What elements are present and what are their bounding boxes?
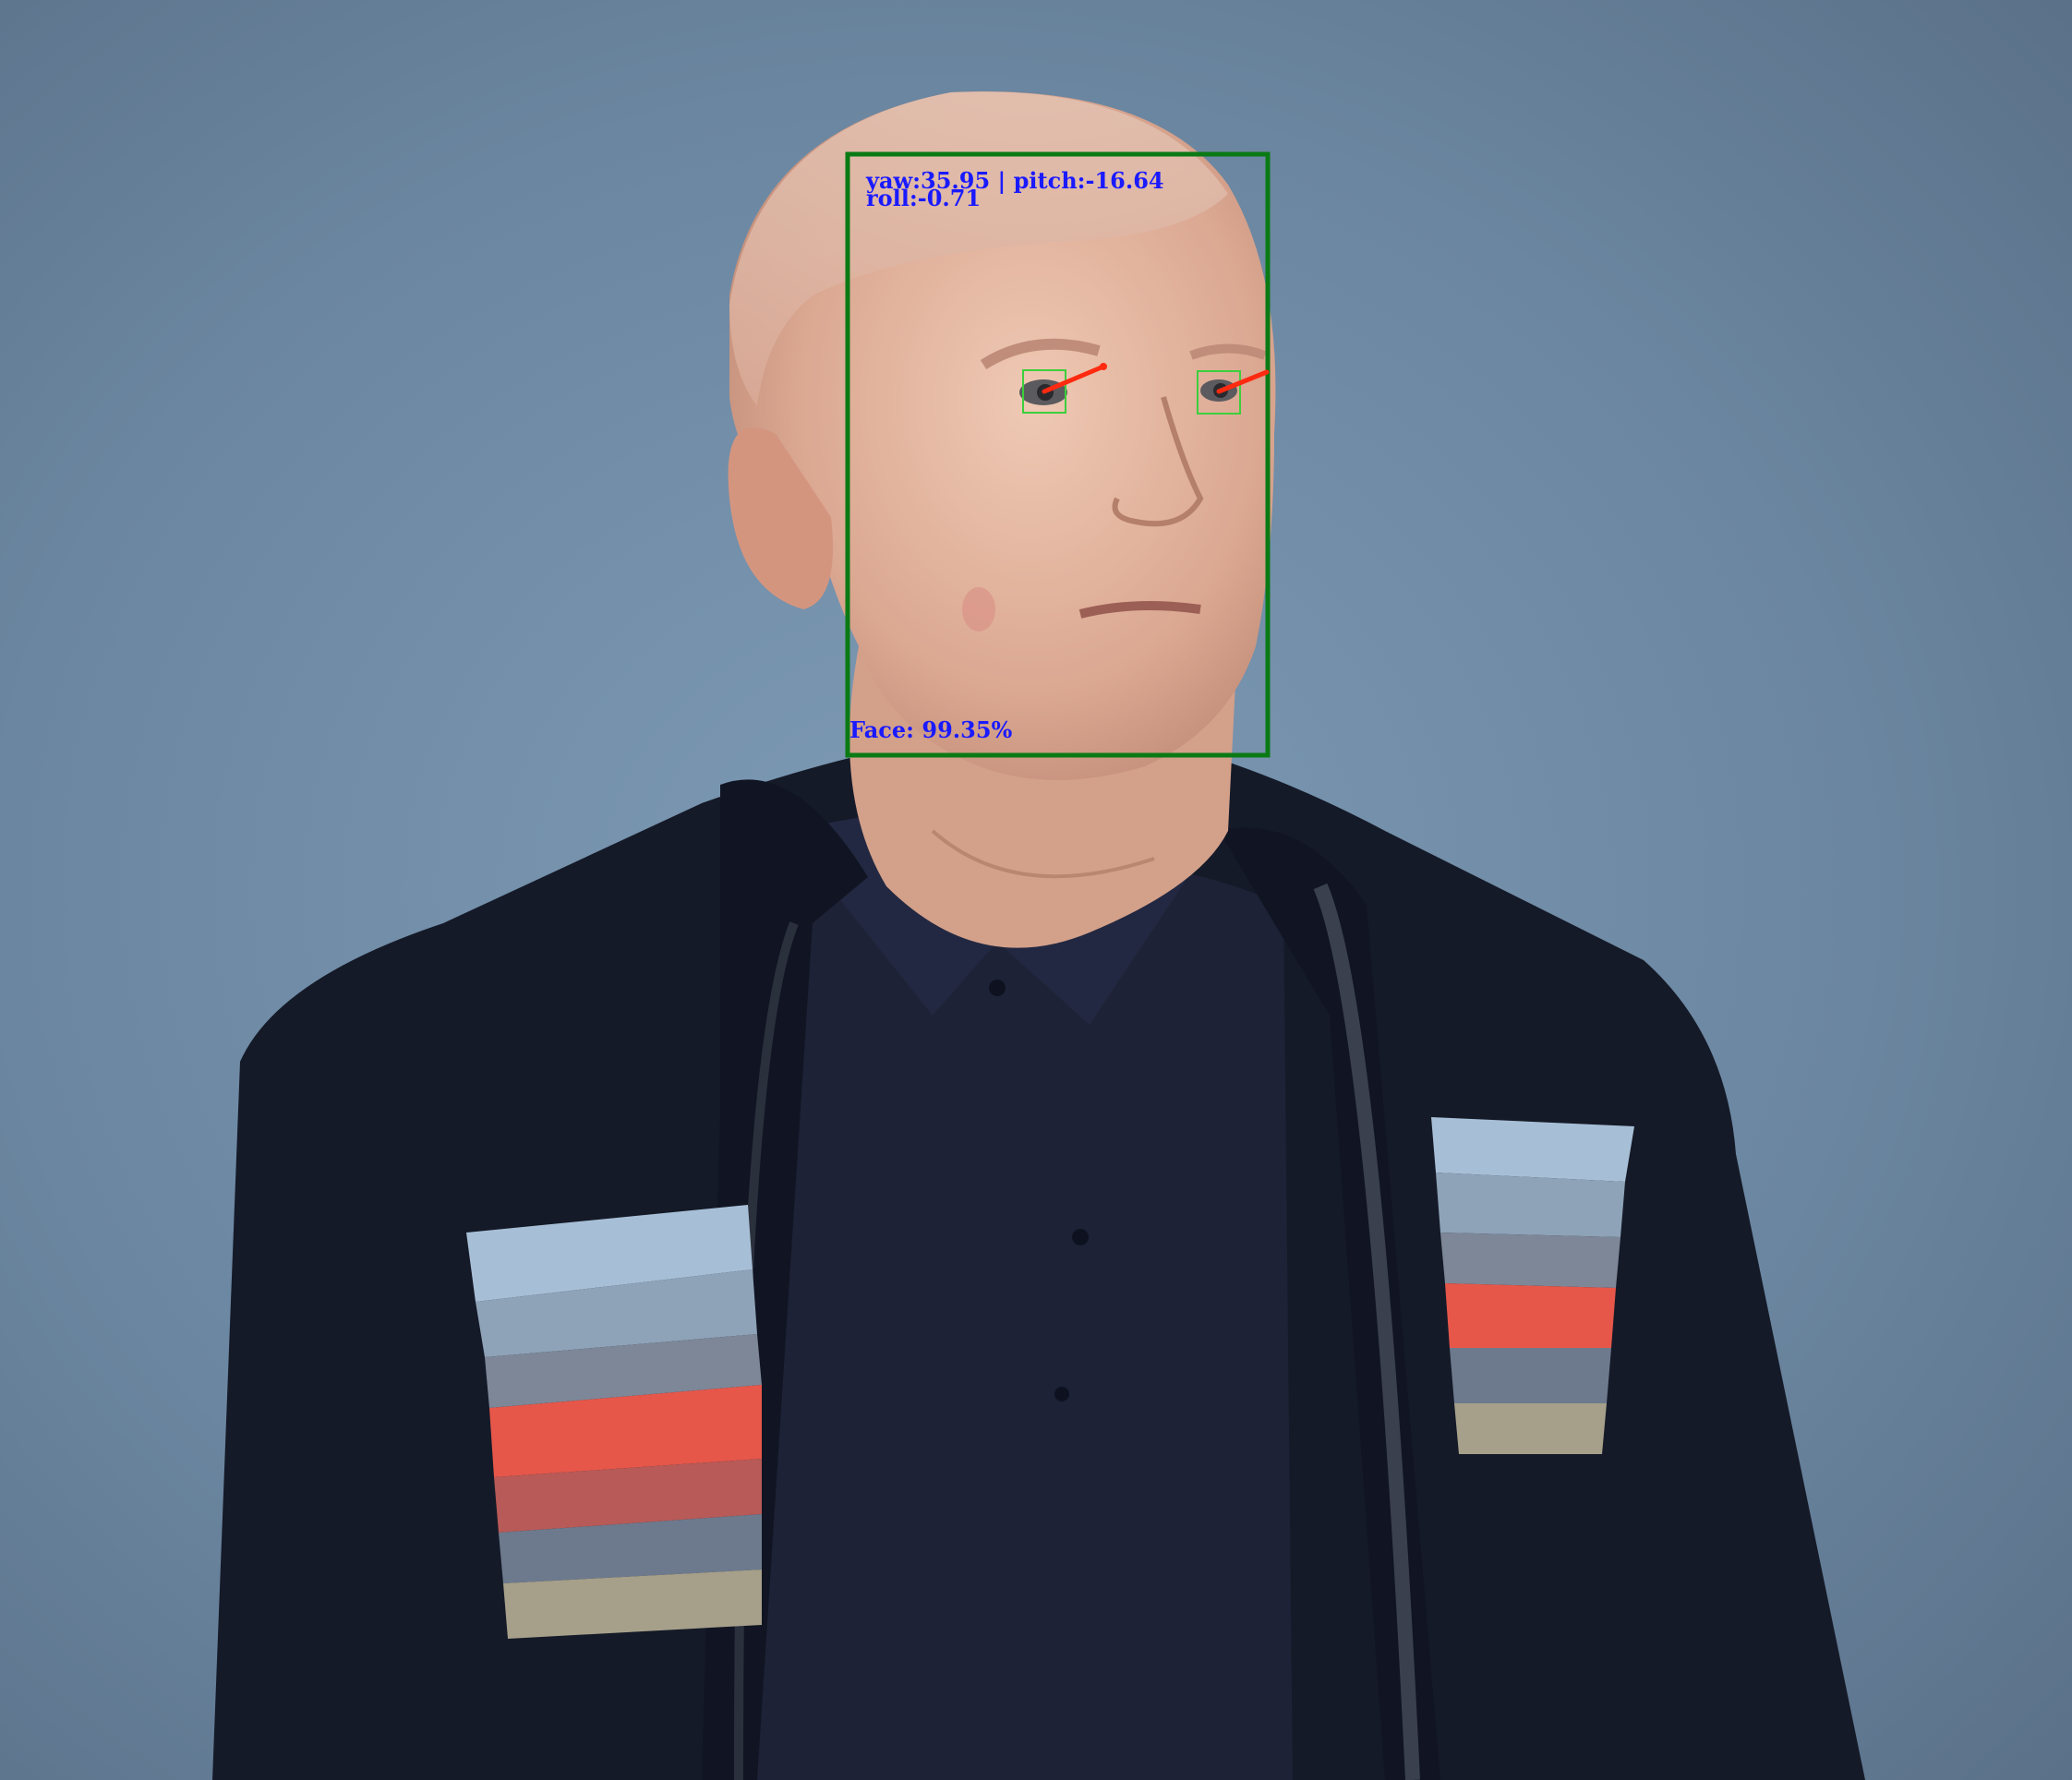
shirt-button [989,980,1006,996]
mouth [1078,601,1201,619]
right-gaze-arrow [1216,369,1270,394]
zipper-right [1313,883,1420,1780]
jacket-collar-right [1219,827,1440,1780]
ear [728,427,833,609]
face-bounding-box [845,151,1271,758]
face-confidence-label: Face: 99.35% [849,716,1013,743]
pose-label: yaw:35.95 | pitch:-16.64 [866,167,1164,194]
right-eye-box [1197,370,1241,415]
right-stripes [1431,1117,1634,1454]
left-stripes [466,1205,762,1639]
polo-shirt [739,862,1293,1780]
scalp-top [729,91,1228,406]
nose [1112,396,1204,527]
left-gaze-arrow [1042,364,1106,394]
left-eye-box [1022,369,1066,414]
shirt-button [1072,1229,1089,1245]
roll-label: roll:-0.71 [866,185,982,211]
shirt-button [1054,1387,1069,1401]
